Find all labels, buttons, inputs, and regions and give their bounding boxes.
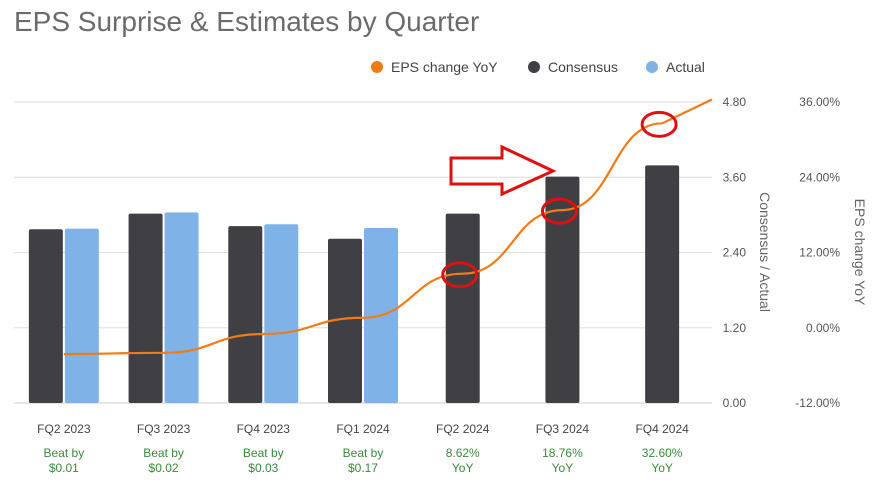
quarter-note: 18.76% [542, 446, 583, 460]
category-label: FQ2 2023 [37, 422, 91, 436]
quarter-note: $0.01 [49, 461, 79, 475]
right-tick-label: 12.00% [799, 246, 840, 260]
quarter-note: Beat by [343, 446, 384, 460]
consensus-bar [645, 165, 680, 403]
consensus-bar [128, 213, 163, 403]
actual-bar [164, 212, 199, 403]
category-label: FQ3 2024 [536, 422, 590, 436]
quarter-note: Beat by [243, 446, 284, 460]
quarter-note: 8.62% [446, 446, 480, 460]
right-axis-title: EPS change YoY [852, 199, 868, 306]
category-label: FQ4 2023 [237, 422, 291, 436]
right-tick-label: 36.00% [799, 95, 840, 109]
quarter-note: Beat by [143, 446, 184, 460]
legend-label: EPS change YoY [391, 59, 498, 75]
category-label: FQ1 2024 [336, 422, 390, 436]
quarter-note: YoY [651, 461, 673, 475]
actual-bar [64, 228, 99, 403]
consensus-bar [228, 226, 263, 403]
consensus-bar [445, 213, 480, 403]
legend-label: Actual [666, 59, 705, 75]
category-labels: FQ2 2023 FQ3 2023 FQ4 2023 FQ1 2024 FQ2 2024… [37, 422, 689, 436]
chart-title: EPS Surprise & Estimates by Quarter [14, 6, 480, 37]
quarter-note: YoY [552, 461, 574, 475]
annotation-circle [640, 110, 678, 138]
quarter-note: $0.17 [348, 461, 378, 475]
legend-marker [528, 61, 540, 73]
legend: EPS change YoY Consensus Actual [371, 59, 705, 75]
quarter-note: $0.02 [149, 461, 179, 475]
yoy-line [63, 98, 713, 356]
yoy-line-path [63, 98, 713, 356]
category-label: FQ3 2023 [137, 422, 191, 436]
consensus-bar [28, 229, 63, 403]
bars [28, 165, 680, 403]
gridlines [14, 101, 712, 404]
category-label: FQ2 2024 [436, 422, 490, 436]
left-tick-label: 0.00 [723, 396, 747, 410]
quarter-note: YoY [452, 461, 474, 475]
annotation-arrow [449, 144, 557, 197]
annotation-circle [540, 197, 578, 225]
right-tick-label: 0.00% [806, 321, 840, 335]
left-tick-label: 3.60 [723, 170, 747, 184]
category-label: FQ4 2024 [635, 422, 689, 436]
right-tick-label: 24.00% [799, 170, 840, 184]
consensus-bar [328, 238, 362, 403]
left-tick-label: 2.40 [723, 246, 747, 260]
quarter-note: $0.03 [248, 461, 278, 475]
actual-bar [264, 224, 299, 403]
right-tick-label: -12.00% [795, 396, 840, 410]
annotations [441, 110, 678, 289]
annotation-circle [441, 261, 479, 289]
consensus-bar [545, 176, 580, 403]
legend-marker [646, 61, 658, 73]
right-axis-ticks: -12.00% 0.00% 12.00% 24.00% 36.00% [795, 95, 840, 410]
legend-label: Consensus [548, 59, 618, 75]
quarter-note: 32.60% [642, 446, 683, 460]
left-axis-title: Consensus / Actual [757, 192, 773, 312]
left-tick-label: 4.80 [723, 95, 747, 109]
left-axis-ticks: 0.00 1.20 2.40 3.60 4.80 [723, 95, 747, 410]
legend-marker [371, 61, 383, 73]
left-tick-label: 1.20 [723, 321, 747, 335]
quarter-note: Beat by [44, 446, 85, 460]
